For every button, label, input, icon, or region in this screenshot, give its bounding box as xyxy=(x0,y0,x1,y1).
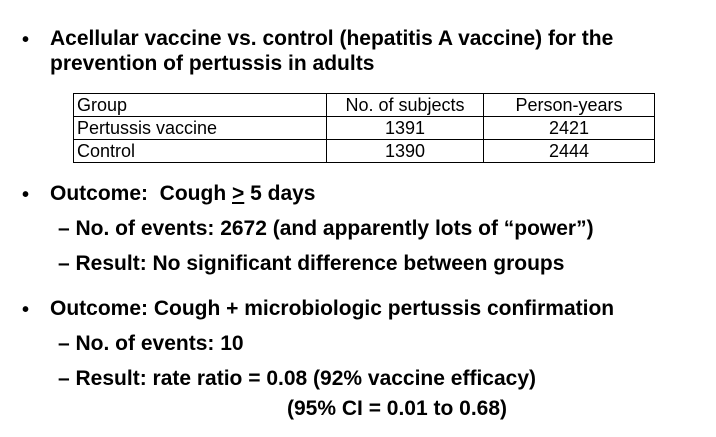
outcome-suffix: 5 days xyxy=(244,182,316,205)
study-table: Group No. of subjects Person-years Pertu… xyxy=(73,93,655,163)
bullet-3-sub-1: – No. of events: 10 xyxy=(58,332,244,355)
table-row: Control 1390 2444 xyxy=(73,139,655,163)
bullet-3-ci-continuation: (95% CI = 0.01 to 0.68) xyxy=(287,397,508,420)
table-cell: 2421 xyxy=(483,116,655,140)
table-cell: 1391 xyxy=(326,116,484,140)
bullet-1-line-1: Acellular vaccine vs. control (hepatitis… xyxy=(50,27,614,50)
table-header-person-years: Person-years xyxy=(483,93,655,117)
table-header-group: Group xyxy=(73,93,327,117)
table-cell: 2444 xyxy=(483,139,655,163)
table-row: Pertussis vaccine 1391 2421 xyxy=(73,116,655,140)
table-header-subjects: No. of subjects xyxy=(326,93,484,117)
bullet-dot: • xyxy=(22,29,30,51)
greater-equal-symbol: > xyxy=(232,182,245,205)
bullet-dot: • xyxy=(22,299,30,321)
bullet-3-sub-2: – Result: rate ratio = 0.08 (92% vaccine… xyxy=(58,367,536,390)
bullet-dot: • xyxy=(22,184,30,206)
table-cell: Control xyxy=(73,139,327,163)
bullet-1-line-2: prevention of pertussis in adults xyxy=(50,52,375,75)
table-cell: Pertussis vaccine xyxy=(73,116,327,140)
bullet-2-sub-1: – No. of events: 2672 (and apparently lo… xyxy=(58,217,594,240)
bullet-2-sub-2: – Result: No significant difference betw… xyxy=(58,252,565,275)
table-header-row: Group No. of subjects Person-years xyxy=(73,93,655,117)
bullet-2-outcome: Outcome: Cough > 5 days xyxy=(50,181,315,207)
outcome-prefix: Outcome: Cough xyxy=(50,182,232,205)
bullet-3-outcome: Outcome: Cough + microbiologic pertussis… xyxy=(50,297,615,320)
table-cell: 1390 xyxy=(326,139,484,163)
